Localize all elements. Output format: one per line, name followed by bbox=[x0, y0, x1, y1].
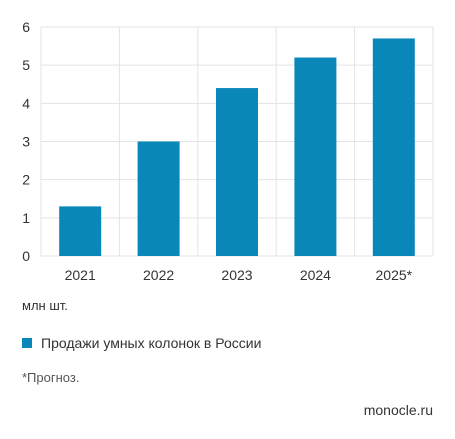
y-tick-label: 4 bbox=[22, 95, 30, 111]
x-tick-label: 2024 bbox=[300, 267, 331, 283]
x-tick-label: 2025* bbox=[376, 267, 413, 283]
axis-layer: 0 1 2 3 4 5 6 2021 2022 2023 2024 2025* bbox=[22, 19, 412, 283]
y-tick-label: 5 bbox=[22, 57, 30, 73]
y-tick-label: 6 bbox=[22, 19, 30, 35]
x-tick-label: 2023 bbox=[221, 267, 252, 283]
bar-2023 bbox=[216, 88, 258, 256]
y-tick-label: 0 bbox=[22, 248, 30, 264]
legend-label: Продажи умных колонок в России bbox=[41, 335, 262, 351]
y-tick-label: 2 bbox=[22, 172, 30, 188]
bar-2025-forecast bbox=[372, 38, 415, 257]
legend-swatch bbox=[22, 338, 32, 348]
legend: Продажи умных колонок в России bbox=[22, 335, 261, 351]
unit-label: млн шт. bbox=[22, 298, 68, 313]
bar-2024 bbox=[294, 57, 337, 257]
x-tick-label: 2021 bbox=[65, 267, 96, 283]
y-tick-label: 3 bbox=[22, 134, 30, 150]
forecast-footnote: *Прогноз. bbox=[22, 370, 80, 385]
bar-2022 bbox=[137, 141, 180, 256]
y-tick-label: 1 bbox=[22, 210, 30, 226]
bar-2021 bbox=[59, 206, 102, 256]
x-tick-label: 2022 bbox=[143, 267, 174, 283]
source-label: monocle.ru bbox=[363, 402, 433, 418]
bar-chart: 0 1 2 3 4 5 6 2021 2022 2023 2024 2025* bbox=[22, 19, 434, 283]
bar-layer bbox=[59, 38, 415, 257]
